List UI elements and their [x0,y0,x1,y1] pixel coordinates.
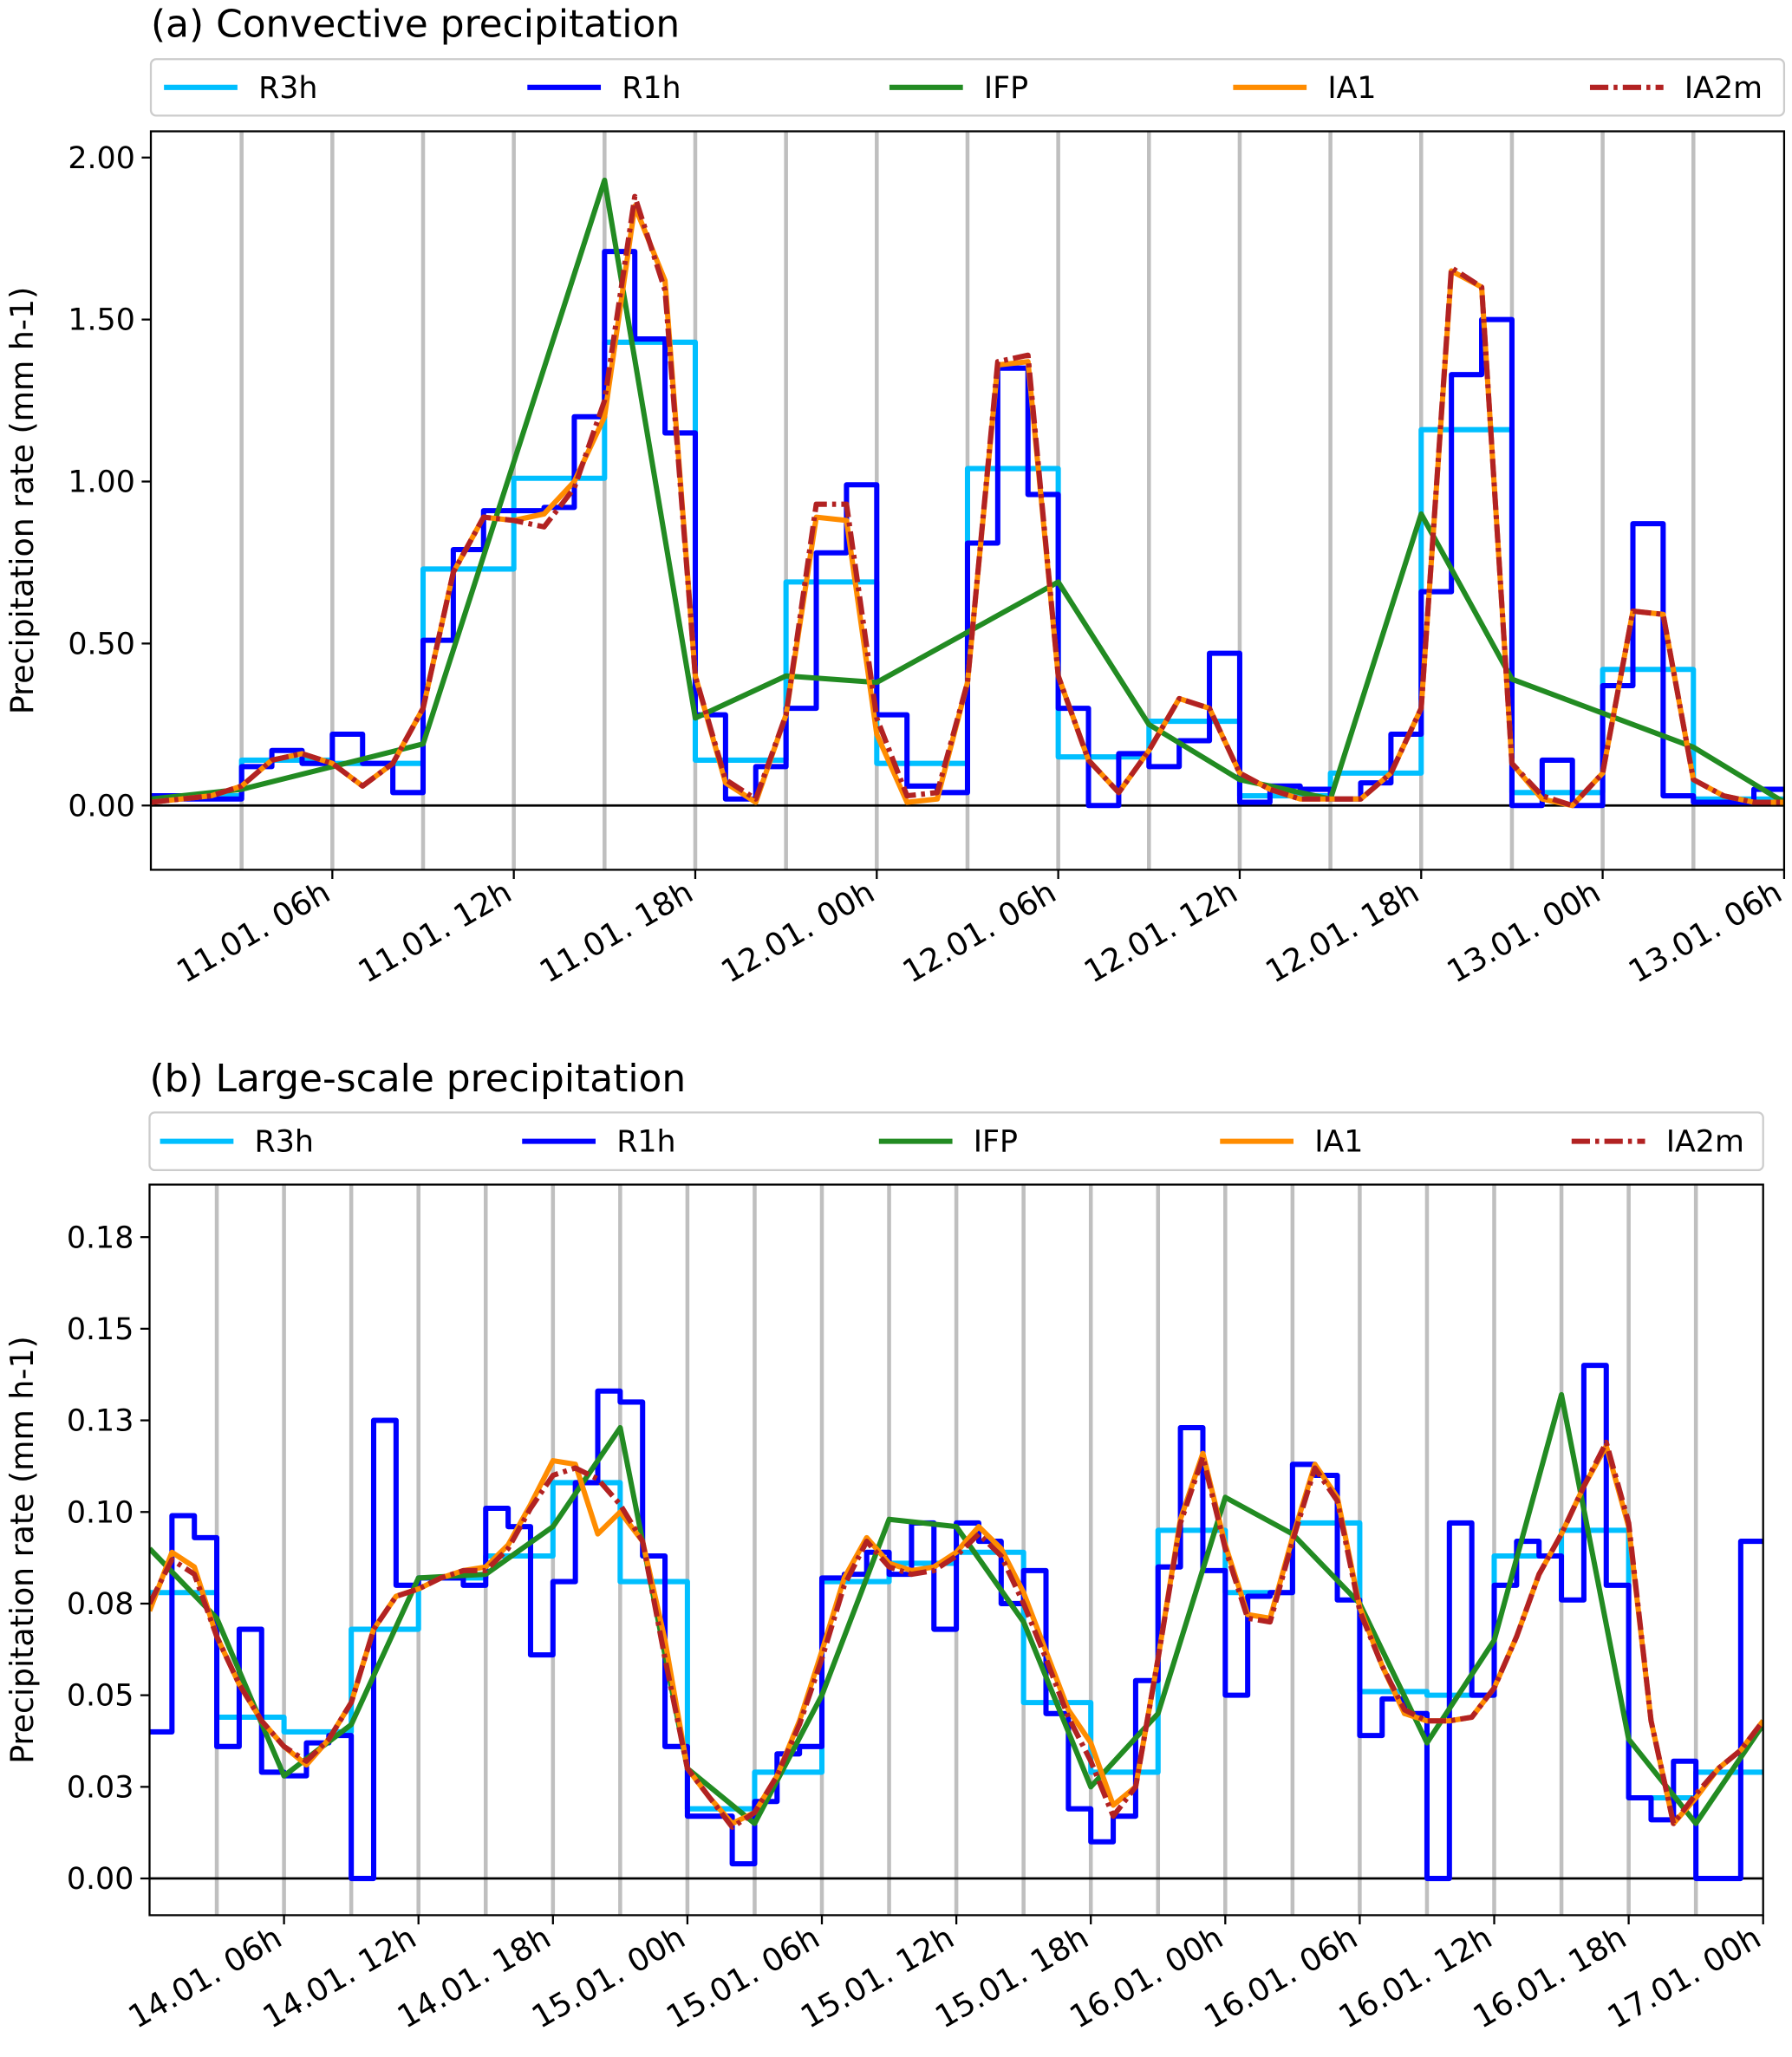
legend-item-ia2m: IA2m [1571,1125,1744,1160]
x-tick-label: 12.01. 12h [1078,873,1243,990]
legend: R3h R1h IFP IA1 IA2m [149,58,1786,117]
chart-title: (a) Convective precipitation [151,3,680,47]
x-tick-label: 16.01. 18h [1467,1918,1632,2035]
x-tick-label: 16.01. 00h [1063,1918,1228,2035]
legend-label: R3h [255,1125,314,1160]
series-line-ifp [149,1391,1763,1826]
legend-label: R1h [622,71,681,106]
y-tick-label: 0.13 [67,1404,134,1439]
y-tick-label: 1.00 [68,465,134,500]
y-axis-label: Precipitation rate (mm h-1) [3,1336,41,1763]
legend-item-ifp: IFP [889,71,1028,106]
x-tick-label: 15.01. 06h [660,1918,825,2035]
legend-label: IA1 [1314,1125,1363,1160]
x-tick-label: 15.01. 12h [794,1918,960,2035]
x-tick-label: 11.01. 06h [170,873,336,990]
y-tick-label: 0.18 [67,1221,134,1255]
y-tick-label: 0.15 [67,1312,134,1347]
y-tick-label: 0.00 [67,1862,134,1897]
legend-label: IA1 [1327,71,1376,106]
legend-item-r3h: R3h [160,1125,314,1160]
x-tick-label: 16.01. 12h [1333,1918,1498,2035]
x-tick-label: 13.01. 06h [1622,873,1788,990]
y-tick-label: 2.00 [68,141,134,176]
y-tick-label: 0.50 [68,627,134,661]
plot-frame [149,130,1786,871]
legend-frame [148,1111,1764,1172]
series-line-ia2m [151,193,1784,809]
series-layer [149,1363,1763,1882]
x-tick-label: 17.01. 00h [1601,1918,1767,2035]
x-tick-label: 15.01. 18h [929,1918,1094,2035]
legend-item-ia1: IA1 [1220,1125,1363,1160]
x-tick-label: 11.01. 12h [352,873,518,990]
panel-a: (a) Convective precipitation R3h R1h IFP IA1… [3,3,1789,991]
x-tick-label: 12.01. 06h [896,873,1062,990]
series-line-ifp [151,177,1784,805]
x-tick-label: 14.01. 06h [122,1918,288,2035]
x-tick-label: 11.01. 18h [533,873,699,990]
legend: R3h R1h IFP IA1 IA2m [148,1111,1764,1172]
x-tick-label: 16.01. 06h [1198,1918,1364,2035]
legend-item-ia1: IA1 [1233,71,1377,106]
legend-label: IFP [984,71,1028,106]
y-tick-label: 0.03 [67,1770,134,1805]
x-tick-label: 12.01. 00h [714,873,880,990]
legend-label: IA2m [1684,71,1763,106]
series-layer [151,177,1784,809]
x-tick-label: 15.01. 00h [525,1918,691,2035]
x-tick-label: 14.01. 18h [391,1918,557,2035]
series-line-r1h [151,249,1784,809]
legend-item-ifp: IFP [878,1125,1018,1160]
y-axis-label: Precipitation rate (mm h-1) [3,287,41,714]
panel-b: (b) Large-scale precipitation R3h R1h IFP IA… [3,1057,1767,2035]
legend-label: IFP [974,1125,1018,1160]
legend-frame [149,58,1786,117]
legend-item-r1h: R1h [527,71,681,106]
y-tick-label: 0.05 [67,1679,134,1714]
x-tick-label: 13.01. 00h [1441,873,1606,990]
chart-title: (b) Large-scale precipitation [150,1057,687,1101]
series-line-ia2m [149,1439,1763,1830]
legend-label: R3h [258,71,317,106]
legend-item-r1h: R1h [522,1125,676,1160]
legend-label: IA2m [1666,1125,1744,1160]
y-tick-label: 1.50 [68,303,134,338]
x-tick-label: 14.01. 12h [257,1918,422,2035]
y-tick-label: 0.00 [68,789,134,823]
y-tick-label: 0.08 [67,1587,134,1622]
legend-item-ia2m: IA2m [1589,71,1763,106]
x-tick-label: 12.01. 18h [1259,873,1424,990]
legend-item-r3h: R3h [164,71,317,106]
y-tick-label: 0.10 [67,1495,134,1530]
legend-label: R1h [616,1125,675,1160]
